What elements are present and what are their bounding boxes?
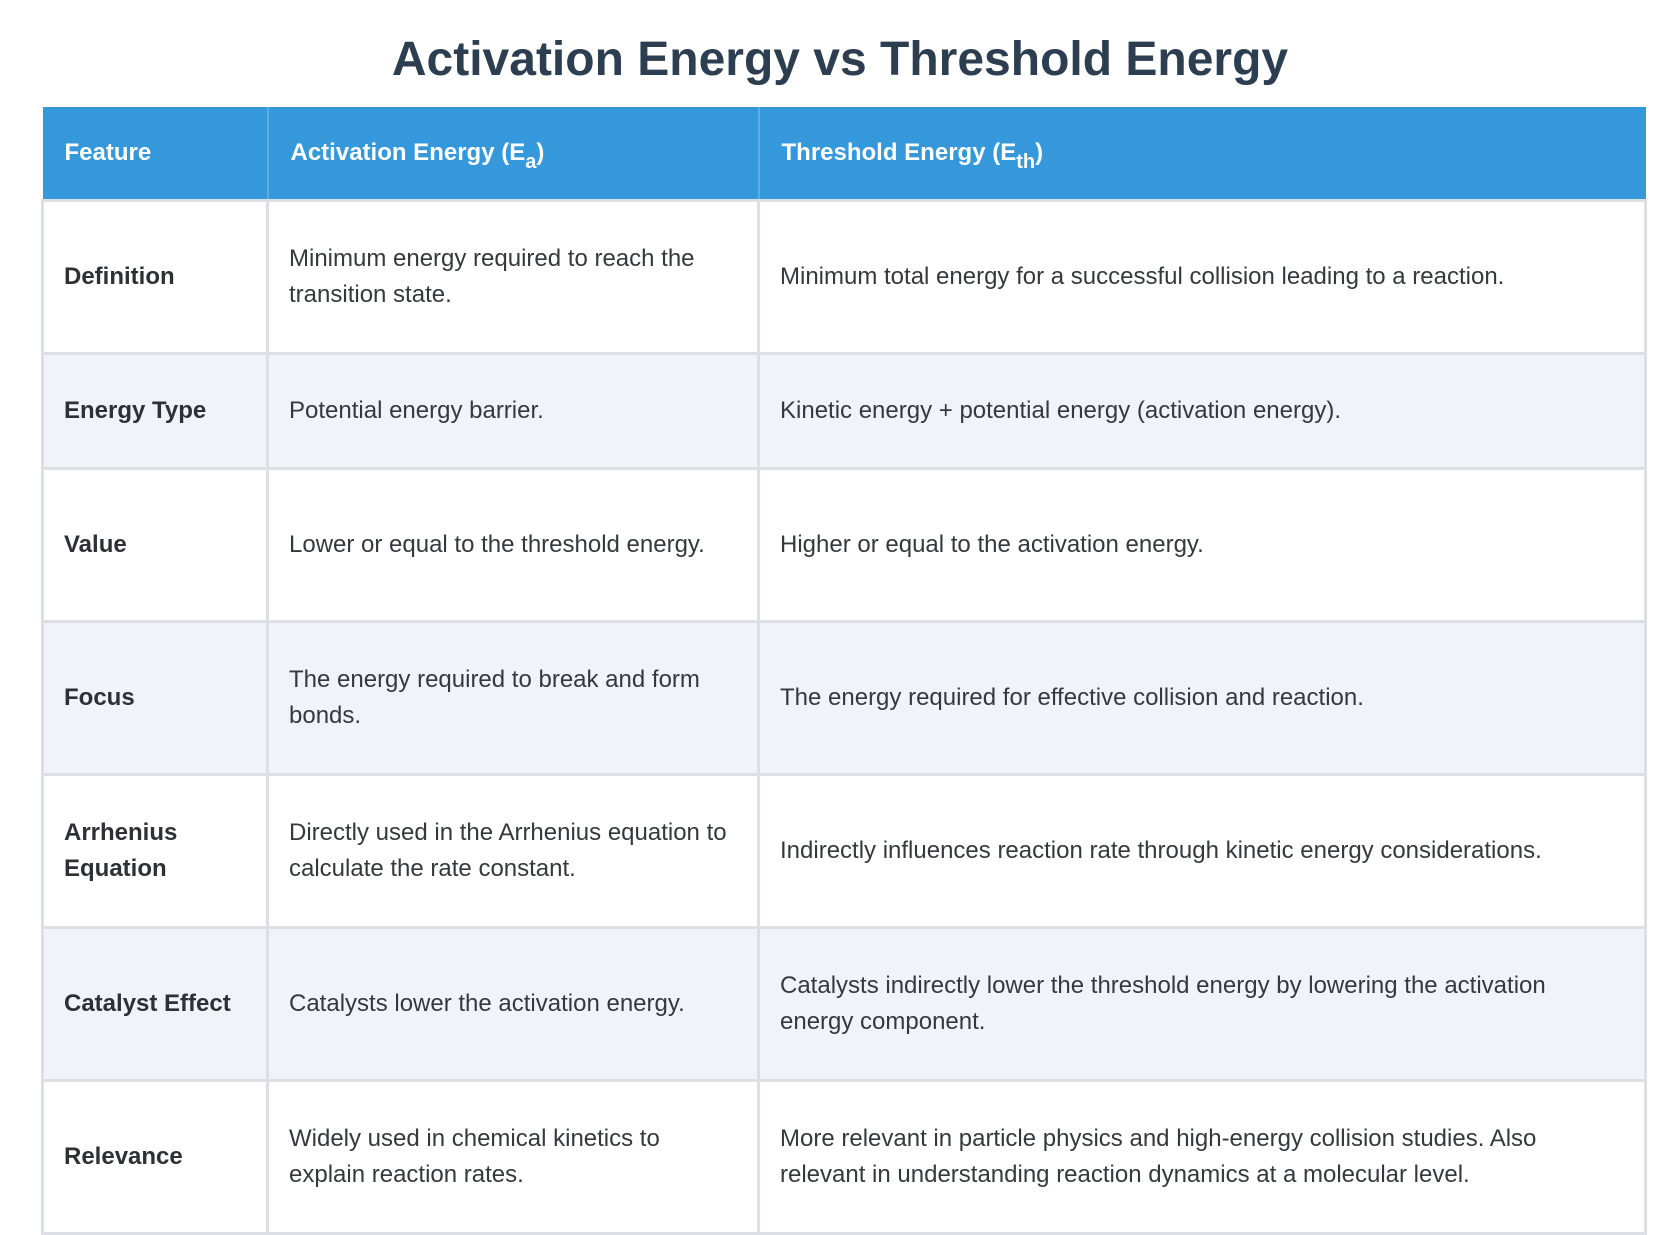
feature-cell: Energy Type (41, 352, 269, 470)
header-threshold-energy: Threshold Energy (Eth) (758, 107, 1646, 201)
page: Activation Energy vs Threshold Energy Fe… (41, 33, 1647, 1235)
threshold-cell: The energy required for effective collis… (757, 620, 1647, 776)
feature-cell: Arrhenius Equation (41, 773, 269, 929)
header-threshold-label: Threshold Energy (E (781, 139, 1017, 166)
threshold-cell: Indirectly influences reaction rate thro… (757, 773, 1647, 929)
feature-cell: Relevance (41, 1079, 269, 1235)
header-activation-label: Activation Energy (E (290, 139, 526, 166)
header-feature: Feature (42, 107, 269, 201)
activation-cell: Widely used in chemical kinetics to expl… (266, 1079, 760, 1235)
threshold-cell: Catalysts indirectly lower the threshold… (757, 926, 1647, 1082)
header-feature-label: Feature (64, 139, 152, 166)
feature-cell: Focus (41, 620, 269, 776)
feature-cell: Value (41, 467, 269, 623)
activation-cell: Directly used in the Arrhenius equation … (266, 773, 760, 929)
table-header-row: Feature Activation Energy (Ea) Threshold… (42, 107, 1646, 201)
feature-cell: Catalyst Effect (41, 926, 269, 1082)
header-activation-close: ) (536, 139, 545, 166)
table-row-focus: Focus The energy required to break and f… (41, 620, 1647, 776)
header-threshold-close: ) (1035, 139, 1044, 166)
threshold-cell: More relevant in particle physics and hi… (757, 1079, 1647, 1235)
table-row-catalyst-effect: Catalyst Effect Catalysts lower the acti… (41, 926, 1647, 1082)
feature-cell: Definition (41, 199, 269, 355)
header-threshold-subscript: th (1016, 151, 1036, 173)
table-row-definition: Definition Minimum energy required to re… (41, 199, 1647, 355)
header-activation-energy: Activation Energy (Ea) (267, 107, 760, 201)
header-activation-subscript: a (525, 151, 537, 173)
table-header: Feature Activation Energy (Ea) Threshold… (42, 107, 1646, 201)
threshold-cell: Minimum total energy for a successful co… (757, 199, 1647, 355)
table-row-arrhenius-equation: Arrhenius Equation Directly used in the … (41, 773, 1647, 929)
threshold-cell: Higher or equal to the activation energy… (757, 467, 1647, 623)
table-body: Definition Minimum energy required to re… (41, 199, 1647, 1235)
comparison-table: Feature Activation Energy (Ea) Threshold… (41, 107, 1647, 1235)
activation-cell: The energy required to break and form bo… (266, 620, 760, 776)
activation-cell: Catalysts lower the activation energy. (266, 926, 760, 1082)
activation-cell: Lower or equal to the threshold energy. (266, 467, 760, 623)
table-row-value: Value Lower or equal to the threshold en… (41, 467, 1647, 623)
page-title: Activation Energy vs Threshold Energy (391, 33, 1289, 86)
threshold-cell: Kinetic energy + potential energy (activ… (757, 352, 1647, 470)
table-row-relevance: Relevance Widely used in chemical kineti… (41, 1079, 1647, 1235)
activation-cell: Minimum energy required to reach the tra… (266, 199, 760, 355)
table-row-energy-type: Energy Type Potential energy barrier. Ki… (41, 352, 1647, 470)
activation-cell: Potential energy barrier. (266, 352, 760, 470)
